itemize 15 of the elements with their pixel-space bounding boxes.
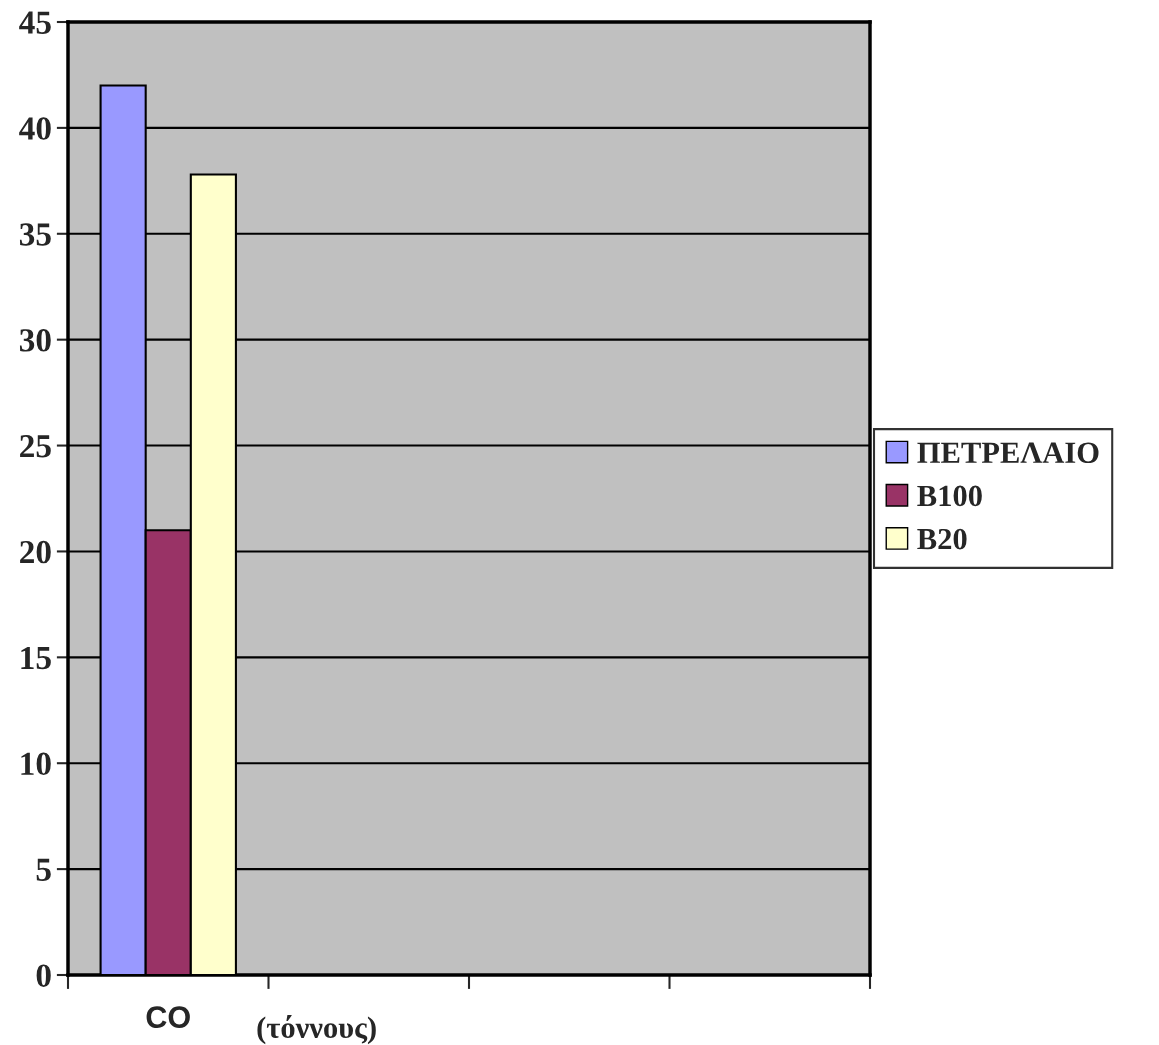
y-tick-label: 10: [21, 752, 51, 776]
y-tick-label: 20: [20, 540, 51, 564]
x-tick-label: CO: [146, 1006, 190, 1028]
y-tick-label: 35: [19, 223, 51, 246]
y-tick-label: 15: [21, 646, 51, 670]
y-tick-label: 0: [36, 964, 51, 987]
legend-label: B100: [917, 485, 982, 507]
legend-label: ΠΕΤΡΕΛΑΙΟ: [917, 442, 1099, 464]
x-axis-title: (τόννους): [257, 1015, 376, 1045]
y-tick-label: 40: [19, 117, 51, 140]
y-tick-label: 25: [20, 435, 51, 458]
y-tick-label: 30: [19, 329, 51, 352]
legend-label: B20: [917, 528, 967, 550]
y-tick-label: 5: [36, 858, 51, 881]
y-tick-label: 45: [19, 11, 51, 34]
